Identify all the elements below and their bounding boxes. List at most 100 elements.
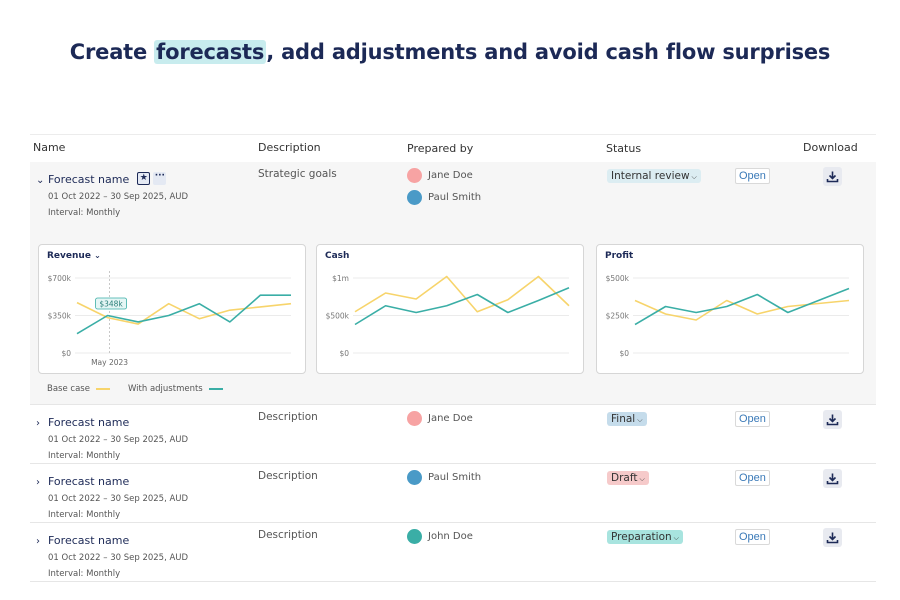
header-download: Download — [803, 141, 858, 154]
download-button[interactable] — [823, 469, 842, 488]
person: Paul Smith — [407, 469, 481, 485]
forecast-name-link[interactable]: Forecast name — [48, 534, 130, 547]
base-case-line — [76, 301, 292, 325]
download-icon — [826, 473, 839, 485]
chevron-down-icon[interactable]: ⌄ — [36, 175, 45, 186]
forecast-interval: Interval: Monthly — [48, 569, 121, 579]
cash-chart: $0 $500k $1m — [326, 274, 570, 358]
forecast-name-link[interactable]: Forecast name — [48, 173, 130, 186]
person: Jane Doe — [407, 167, 481, 183]
chevron-down-icon: ⌄ — [94, 251, 101, 260]
prepared-by: Jane Doe Paul Smith — [407, 167, 481, 211]
chevron-right-icon[interactable]: › — [36, 536, 40, 547]
forecast-interval: Interval: Monthly — [48, 510, 121, 520]
y-tick-label: $0 — [619, 349, 629, 358]
table-row: ⌄ Forecast name ★ ··· 01 Oct 2022 – 30 Sep… — [30, 162, 876, 405]
header-prepared-by: Prepared by — [407, 142, 474, 155]
download-icon — [826, 414, 839, 426]
chevron-right-icon[interactable]: › — [36, 477, 40, 488]
forecast-period: 01 Oct 2022 – 30 Sep 2025, AUD — [48, 435, 189, 445]
status-dropdown[interactable]: Draft ⌵ — [607, 471, 649, 485]
profit-chart-card: Profit $0 $250k $500k — [596, 244, 864, 374]
y-tick-label: $0 — [61, 349, 71, 358]
page-headline: Create forecasts, add adjustments and av… — [69, 40, 831, 64]
profit-chart-title: Profit — [605, 251, 634, 261]
prepared-by: John Doe — [407, 528, 473, 550]
forecast-period: 01 Oct 2022 – 30 Sep 2025, AUD — [48, 553, 189, 563]
y-tick-label: $500k — [606, 274, 630, 283]
chevron-down-icon: ⌵ — [639, 475, 645, 483]
avatar — [407, 410, 422, 426]
y-tick-label: $350k — [48, 312, 72, 321]
with-adjustments-line — [634, 287, 850, 326]
open-button[interactable]: Open — [735, 168, 770, 184]
person: John Doe — [407, 528, 473, 544]
revenue-chart-title[interactable]: Revenue ⌄ — [47, 251, 101, 261]
y-tick-label: $0 — [339, 349, 349, 358]
chevron-down-icon: ⌵ — [637, 416, 643, 424]
avatar — [407, 189, 422, 205]
forecast-interval: Interval: Monthly — [48, 208, 121, 218]
forecast-interval: Interval: Monthly — [48, 451, 121, 461]
table-row: › Forecast name 01 Oct 2022 – 30 Sep 2025… — [30, 523, 876, 582]
description: Description — [258, 529, 318, 541]
prepared-by: Jane Doe — [407, 410, 473, 432]
person: Paul Smith — [407, 189, 481, 205]
with-adjustments-line — [76, 294, 291, 335]
avatar — [407, 469, 422, 485]
header-name: Name — [33, 141, 66, 154]
chevron-down-icon: ⌵ — [691, 173, 697, 181]
more-options-icon[interactable]: ··· — [153, 172, 167, 185]
chevron-down-icon: ⌵ — [673, 534, 679, 542]
chart-legend: Base case With adjustments — [47, 384, 223, 394]
forecast-name-link[interactable]: Forecast name — [48, 416, 130, 429]
status-dropdown[interactable]: Internal review ⌵ — [607, 169, 701, 183]
forecast-table: Name Description Prepared by Status Down… — [30, 134, 876, 582]
y-tick-label: $700k — [48, 274, 72, 283]
open-button[interactable]: Open — [735, 529, 770, 545]
table-row: › Forecast name 01 Oct 2022 – 30 Sep 2025… — [30, 405, 876, 464]
download-button[interactable] — [823, 410, 842, 429]
avatar — [407, 528, 422, 544]
download-icon — [826, 532, 839, 544]
star-icon[interactable]: ★ — [137, 172, 151, 185]
x-axis-label: May 2023 — [91, 358, 128, 367]
download-button[interactable] — [823, 528, 842, 547]
header-status: Status — [606, 142, 642, 155]
download-icon — [826, 171, 839, 183]
y-tick-label: $250k — [606, 312, 630, 321]
cash-chart-card: Cash $0 $500k $1m — [316, 244, 584, 374]
base-case-line — [354, 275, 570, 313]
chevron-right-icon[interactable]: › — [36, 418, 40, 429]
description: Description — [258, 470, 318, 482]
profit-chart: $0 $250k $500k — [606, 274, 850, 358]
header-description: Description — [258, 141, 321, 154]
open-button[interactable]: Open — [735, 470, 770, 486]
revenue-chart-card: Revenue ⌄ $0 $350k $700k May 2023 $348k — [38, 244, 306, 374]
y-tick-label: $500k — [326, 312, 350, 321]
description: Strategic goals — [258, 168, 337, 180]
cash-chart-title: Cash — [325, 251, 350, 261]
legend-with-adjustments: With adjustments — [128, 384, 223, 394]
headline-highlight: forecasts — [154, 40, 267, 64]
description: Description — [258, 411, 318, 423]
revenue-chart: $0 $350k $700k May 2023 $348k — [48, 271, 292, 367]
status-dropdown[interactable]: Final ⌵ — [607, 412, 647, 426]
forecast-name-link[interactable]: Forecast name — [48, 475, 130, 488]
avatar — [407, 167, 422, 183]
tooltip-label: $348k — [99, 300, 123, 309]
download-button[interactable] — [823, 167, 842, 186]
y-tick-label: $1m — [332, 274, 349, 283]
tooltip-box — [95, 297, 127, 310]
prepared-by: Paul Smith — [407, 469, 481, 491]
open-button[interactable]: Open — [735, 411, 770, 427]
with-adjustments-line — [354, 287, 570, 326]
forecast-period: 01 Oct 2022 – 30 Sep 2025, AUD — [48, 192, 189, 202]
person: Jane Doe — [407, 410, 473, 426]
status-dropdown[interactable]: Preparation ⌵ — [607, 530, 683, 544]
table-row: › Forecast name 01 Oct 2022 – 30 Sep 2025… — [30, 464, 876, 523]
forecast-period: 01 Oct 2022 – 30 Sep 2025, AUD — [48, 494, 189, 504]
legend-base-case: Base case — [47, 384, 110, 394]
base-case-line — [634, 299, 850, 321]
table-header: Name Description Prepared by Status Down… — [30, 135, 876, 162]
